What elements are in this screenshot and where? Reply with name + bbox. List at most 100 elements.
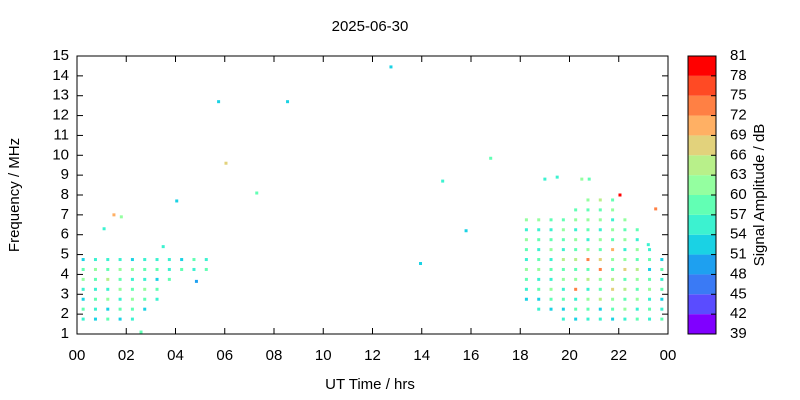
data-point: [586, 307, 590, 311]
data-point: [155, 297, 159, 301]
data-point: [537, 307, 541, 311]
data-point: [118, 267, 122, 271]
colorbar-band: [688, 254, 716, 275]
data-point: [204, 258, 208, 262]
y-tick-label: 5: [61, 246, 69, 263]
data-point: [389, 65, 393, 69]
data-point: [537, 238, 541, 242]
data-point: [623, 277, 627, 281]
colorbar-band: [688, 56, 716, 76]
data-point: [623, 238, 627, 242]
data-point: [574, 317, 578, 321]
data-point: [224, 161, 228, 165]
data-point: [611, 248, 615, 252]
data-point: [586, 297, 590, 301]
data-point: [635, 248, 639, 252]
data-point: [161, 245, 165, 249]
colorbar-tick-label: 81: [730, 47, 747, 64]
colorbar-tick-label: 48: [730, 265, 747, 282]
data-point: [81, 287, 85, 291]
data-point: [660, 287, 664, 291]
colorbar-label: Signal Amplitude / dB: [751, 124, 768, 267]
data-point: [561, 297, 565, 301]
data-point: [155, 267, 159, 271]
data-point: [586, 238, 590, 242]
data-point: [464, 229, 468, 233]
colorbar-band: [688, 135, 716, 156]
x-tick-label: 04: [167, 347, 184, 364]
y-tick-label: 14: [52, 67, 69, 84]
data-point: [586, 258, 590, 262]
data-point: [648, 258, 652, 262]
x-tick-label: 00: [69, 347, 86, 364]
data-point: [549, 248, 553, 252]
y-tick-label: 13: [52, 87, 69, 104]
x-tick-label: 08: [266, 347, 283, 364]
data-point: [648, 248, 652, 252]
data-point: [635, 258, 639, 262]
data-point: [81, 297, 85, 301]
colorbar-band: [688, 234, 716, 255]
data-point: [561, 277, 565, 281]
colorbar-tick-label: 75: [730, 87, 747, 104]
data-point: [167, 267, 171, 271]
colorbar-band: [688, 195, 716, 215]
data-point: [524, 267, 528, 271]
colorbar-tick-label: 66: [730, 146, 747, 163]
data-point: [635, 238, 639, 242]
data-point: [580, 177, 584, 181]
colorbar-band: [688, 115, 716, 136]
data-point: [611, 258, 615, 262]
data-point: [561, 258, 565, 262]
data-point: [524, 287, 528, 291]
colorbar-band: [688, 314, 716, 334]
data-point: [549, 267, 553, 271]
data-point: [623, 317, 627, 321]
data-point: [167, 277, 171, 281]
data-point: [623, 307, 627, 311]
data-point: [81, 267, 85, 271]
data-point: [106, 307, 110, 311]
data-point: [574, 287, 578, 291]
data-point: [598, 317, 602, 321]
data-point: [192, 267, 196, 271]
data-point: [586, 208, 590, 212]
data-point: [648, 317, 652, 321]
colorbar-tick-label: 39: [730, 325, 747, 342]
data-point: [611, 317, 615, 321]
data-point: [598, 198, 602, 202]
y-tick-label: 3: [61, 285, 69, 302]
data-point: [130, 307, 134, 311]
data-point: [118, 277, 122, 281]
colorbar-tick-label: 54: [730, 226, 747, 243]
data-point: [611, 218, 615, 222]
x-tick-label: 20: [561, 347, 578, 364]
data-point: [635, 277, 639, 281]
data-point: [635, 317, 639, 321]
colorbar-tick-label: 72: [730, 107, 747, 124]
data-point: [586, 248, 590, 252]
data-point: [524, 248, 528, 252]
data-point: [561, 287, 565, 291]
data-point: [102, 227, 106, 231]
data-point: [611, 267, 615, 271]
x-tick-label: 14: [413, 347, 430, 364]
data-point: [130, 297, 134, 301]
data-point: [646, 243, 650, 247]
data-point: [623, 218, 627, 222]
data-point: [635, 228, 639, 232]
y-tick-label: 4: [61, 265, 69, 282]
data-point: [623, 297, 627, 301]
data-point: [561, 307, 565, 311]
colorbar-tick-label: 60: [730, 186, 747, 203]
colorbar-band: [688, 75, 716, 96]
data-point: [549, 228, 553, 232]
data-point: [611, 228, 615, 232]
data-point: [586, 317, 590, 321]
colorbar-band: [688, 175, 716, 195]
data-point: [648, 267, 652, 271]
data-point: [524, 297, 528, 301]
data-point: [255, 191, 259, 195]
data-point: [537, 267, 541, 271]
data-point: [155, 277, 159, 281]
